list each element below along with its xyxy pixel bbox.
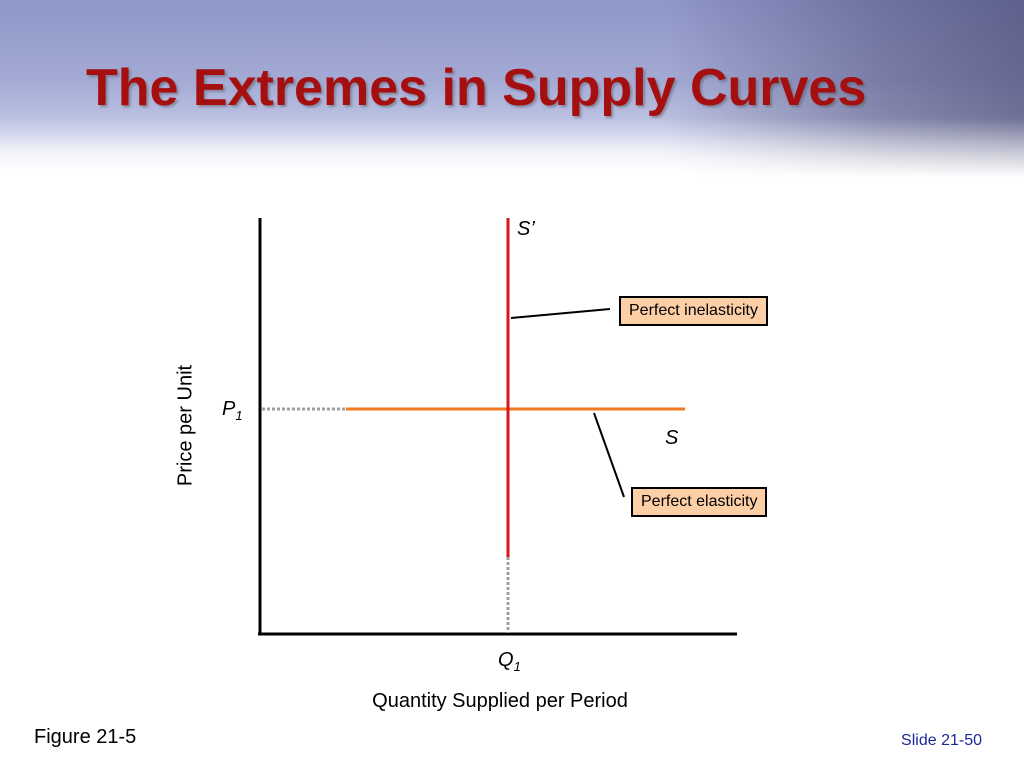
quantity-label: Q [498,649,514,671]
title-banner [0,0,1024,178]
figure-label: Figure 21-5 [34,726,137,748]
price-p1-label: P1 [222,398,243,423]
y-axis-label: Price per Unit [174,364,197,487]
callout-perfect-elasticity: Perfect elasticity [631,487,768,517]
x-axis-label: Quantity Supplied per Period [372,690,628,712]
slide-number: Slide 21-50 [901,732,982,749]
quantity-subscript: 1 [513,659,521,674]
price-subscript: 1 [235,408,243,423]
horizontal-curve-label: S [665,427,679,449]
banner-fade [0,118,1024,178]
inelastic-callout-leader [510,308,611,319]
elastic-callout-leader [593,412,625,498]
vertical-curve-label: S’ [517,218,535,240]
quantity-q1-label: Q1 [498,649,521,674]
slide-title: The Extremes in Supply Curves [86,59,867,117]
price-label: P [222,398,236,420]
callout-perfect-inelasticity: Perfect inelasticity [619,296,768,326]
